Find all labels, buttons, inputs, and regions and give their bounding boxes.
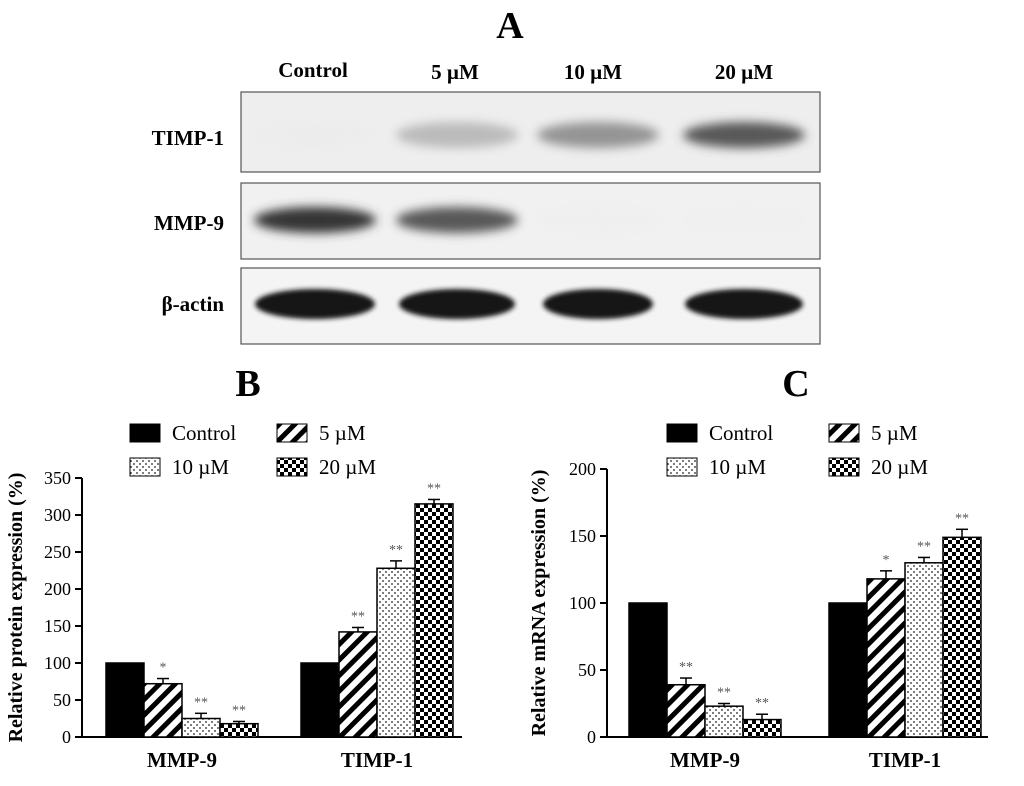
significance-mmp-9-5-m: * bbox=[160, 661, 167, 676]
chart-mrna-expression: C 0 50 100 150 200 Relative mRNA expression (%… bbox=[528, 363, 988, 772]
bar-mmp-9-10-m bbox=[181, 717, 221, 738]
legend-swatch-control bbox=[666, 423, 698, 443]
lane-label-20um: 20 µM bbox=[715, 60, 773, 84]
legend-swatch-10-m bbox=[129, 457, 161, 477]
significance-timp-1-5-m: ** bbox=[351, 609, 365, 624]
legend-label-5-m: 5 µM bbox=[319, 421, 366, 445]
y-tick-label-200: 200 bbox=[44, 579, 71, 599]
significance-mmp-9-10-m: ** bbox=[717, 686, 731, 701]
significance-timp-1-5-m: * bbox=[883, 553, 890, 568]
band-timp-1-lane-1 bbox=[396, 122, 518, 148]
significance-timp-1-10-m: ** bbox=[389, 543, 403, 558]
panel-label-a: A bbox=[496, 5, 524, 47]
category-label-timp-1: TIMP-1 bbox=[341, 748, 413, 772]
row-label-beta-actin: β-actin bbox=[162, 292, 225, 316]
lane-label-5um: 5 µM bbox=[431, 60, 479, 84]
category-label-mmp-9: MMP-9 bbox=[147, 748, 217, 772]
bar-mmp-9-10-m bbox=[704, 705, 744, 738]
legend-label-5-m: 5 µM bbox=[871, 421, 918, 445]
band-actin-lane-0 bbox=[255, 289, 375, 319]
lane-label-control: Control bbox=[278, 58, 348, 82]
y-tick-label-250: 250 bbox=[44, 542, 71, 562]
bar-timp-1-5-m bbox=[338, 631, 378, 738]
band-mmp-9-lane-0 bbox=[254, 207, 376, 233]
band-actin-lane-1 bbox=[399, 289, 515, 319]
legend-swatch-20-m bbox=[276, 457, 308, 477]
bar-mmp-9-20-m bbox=[219, 722, 259, 738]
significance-mmp-9-20-m: ** bbox=[755, 696, 769, 711]
y-tick-label-50: 50 bbox=[53, 690, 71, 710]
band-mmp-9-lane-3 bbox=[683, 207, 805, 233]
panel-label-0: B bbox=[235, 363, 260, 405]
legend-label-10-m: 10 µM bbox=[172, 455, 229, 479]
y-tick-label-100: 100 bbox=[44, 653, 71, 673]
panel-label-1: C bbox=[782, 363, 809, 405]
bar-mmp-9-20-m bbox=[742, 718, 782, 738]
y-tick-label-200: 200 bbox=[569, 459, 596, 479]
row-label-mmp9: MMP-9 bbox=[154, 211, 224, 235]
blot-bands bbox=[254, 122, 805, 319]
y-tick-label-150: 150 bbox=[569, 526, 596, 546]
band-timp-1-lane-3 bbox=[683, 122, 805, 148]
significance-timp-1-20-m: ** bbox=[955, 511, 969, 526]
legend-swatch-5-m bbox=[828, 423, 860, 443]
chart-protein-expression: B 0 50 100 150 200 250 300 350 Relative protein e… bbox=[5, 363, 462, 772]
bar-timp-1-control bbox=[300, 662, 340, 738]
band-mmp-9-lane-2 bbox=[537, 207, 659, 233]
legend-label-control: Control bbox=[172, 421, 236, 445]
y-tick-label-0: 0 bbox=[587, 727, 596, 747]
y-tick-label-300: 300 bbox=[44, 505, 71, 525]
significance-timp-1-10-m: ** bbox=[917, 539, 931, 554]
bar-timp-1-20-m bbox=[414, 503, 454, 738]
legend-swatch-10-m bbox=[666, 457, 698, 477]
legend-swatch-20-m bbox=[828, 457, 860, 477]
significance-mmp-9-10-m: ** bbox=[194, 695, 208, 710]
bar-mmp-9-5-m bbox=[666, 683, 706, 738]
band-timp-1-lane-2 bbox=[537, 122, 659, 148]
legend-label-10-m: 10 µM bbox=[709, 455, 766, 479]
bar-timp-1-control bbox=[828, 602, 868, 738]
legend-label-20-m: 20 µM bbox=[871, 455, 928, 479]
y-tick-label-350: 350 bbox=[44, 468, 71, 488]
band-actin-lane-2 bbox=[543, 289, 653, 319]
y-tick-label-50: 50 bbox=[578, 660, 596, 680]
bar-mmp-9-control bbox=[105, 662, 145, 738]
significance-timp-1-20-m: ** bbox=[427, 481, 441, 496]
legend-label-20-m: 20 µM bbox=[319, 455, 376, 479]
y-axis-label: Relative mRNA expression (%) bbox=[528, 470, 550, 737]
western-blot-panel: A Control 5 µM 10 µM 20 µM TIMP-1 MMP-9 … bbox=[152, 5, 821, 345]
significance-mmp-9-5-m: ** bbox=[679, 660, 693, 675]
y-axis-label: Relative protein expression (%) bbox=[5, 473, 27, 743]
row-label-timp1: TIMP-1 bbox=[152, 126, 224, 150]
category-label-mmp-9: MMP-9 bbox=[670, 748, 740, 772]
significance-mmp-9-20-m: ** bbox=[232, 703, 246, 718]
y-tick-label-150: 150 bbox=[44, 616, 71, 636]
bar-timp-1-5-m bbox=[866, 578, 906, 738]
legend-swatch-5-m bbox=[276, 423, 308, 443]
bar-timp-1-10-m bbox=[376, 567, 416, 738]
band-timp-1-lane-0 bbox=[254, 122, 376, 148]
legend-label-control: Control bbox=[709, 421, 773, 445]
band-mmp-9-lane-1 bbox=[396, 207, 518, 233]
y-tick-label-100: 100 bbox=[569, 593, 596, 613]
bar-mmp-9-control bbox=[628, 602, 668, 738]
y-tick-label-0: 0 bbox=[62, 727, 71, 747]
category-label-timp-1: TIMP-1 bbox=[869, 748, 941, 772]
bar-timp-1-10-m bbox=[904, 562, 944, 738]
legend-swatch-control bbox=[129, 423, 161, 443]
bar-timp-1-20-m bbox=[942, 536, 982, 738]
lane-label-10um: 10 µM bbox=[564, 60, 622, 84]
bar-mmp-9-5-m bbox=[143, 682, 183, 738]
band-actin-lane-3 bbox=[685, 289, 803, 319]
